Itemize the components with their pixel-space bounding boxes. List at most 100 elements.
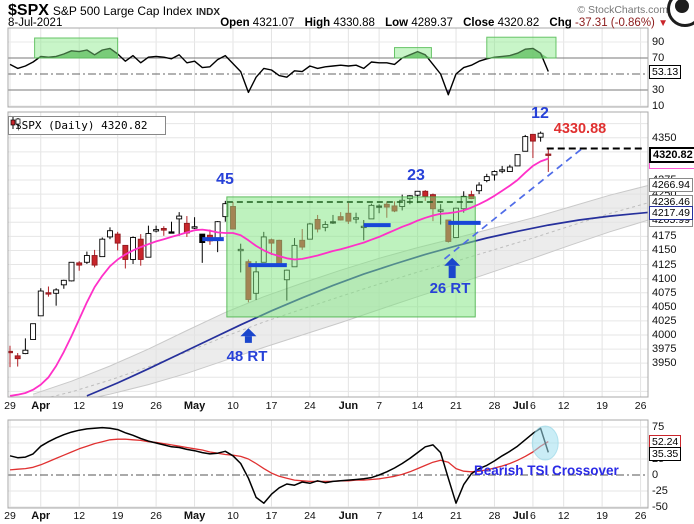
- axis-label: 10: [227, 510, 239, 522]
- header-row-1: $SPX S&P 500 Large Cap Index INDX © StockC…: [8, 2, 686, 20]
- up-arrow-icon: [240, 328, 257, 337]
- axis-label: -25: [652, 485, 668, 497]
- rsi-highlight-box: [394, 47, 432, 59]
- axis-label: Jun: [338, 510, 359, 522]
- open-label: Open: [220, 17, 250, 29]
- tsi-panel: [8, 420, 648, 508]
- axis-label: 4000: [652, 328, 677, 341]
- axis-label: 4125: [652, 258, 677, 271]
- channel-center-box: 4236.46: [649, 195, 693, 209]
- axis-label: 19: [111, 400, 124, 412]
- tsi-value-box: 35.35: [649, 447, 682, 461]
- axis-label: 7: [376, 510, 383, 522]
- open-value: 4321.07: [252, 17, 295, 29]
- axis-label: 3950: [652, 357, 677, 370]
- high-price-label: 4330.88: [553, 121, 607, 137]
- axis-label: 26: [150, 510, 162, 522]
- axis-label: 0: [652, 469, 659, 481]
- axis-label: 14: [411, 400, 424, 412]
- index-name: S&P 500 Large Cap Index: [52, 4, 193, 18]
- axis-label: 12: [73, 400, 86, 412]
- rsi-highlight-box: [34, 37, 119, 59]
- axis-label: -50: [652, 501, 668, 513]
- axis-label: Jul: [512, 510, 529, 522]
- axis-label: 7: [376, 400, 383, 412]
- axis-label: May: [183, 510, 206, 522]
- chg-label: Chg: [549, 17, 572, 29]
- crossover-highlight: [531, 425, 559, 461]
- axis-label: 21: [450, 510, 462, 522]
- symbol: $SPX: [8, 2, 49, 19]
- axis-label: 10: [652, 100, 665, 112]
- axis-label: 6: [529, 510, 536, 522]
- up-arrow-icon: [444, 257, 461, 266]
- axis-label: 12: [557, 400, 570, 412]
- axis-label: 4025: [652, 314, 677, 327]
- axis-label: Apr: [31, 400, 51, 412]
- axis-label: 14: [411, 510, 424, 522]
- ohlc-readout: Open 4321.07 High 4330.88 Low 4289.37 Cl…: [213, 17, 668, 29]
- axis-label: 17: [265, 400, 278, 412]
- tsi-crossover-note: Bearish TSI Crossover: [474, 463, 619, 478]
- axis-label: 4075: [652, 286, 677, 299]
- close-value: 4320.82: [497, 17, 540, 29]
- axis-label: 6: [529, 400, 536, 412]
- chart-date: 8-Jul-2021: [8, 17, 63, 29]
- main-panel: [8, 112, 648, 397]
- rt-26-label: 26 RT: [429, 280, 471, 297]
- chg-value: -37.31 (-0.86%): [574, 17, 655, 29]
- axis-label: Jun: [338, 400, 359, 412]
- axis-label: 28: [488, 510, 501, 522]
- rsi-value-box: 53.13: [649, 65, 682, 79]
- ema-20-line: [9, 157, 549, 397]
- axis-label: 24: [304, 510, 316, 522]
- rsi-panel: [8, 28, 648, 107]
- bar-count-12: 12: [531, 105, 549, 122]
- rt-48-label: 48 RT: [226, 348, 268, 365]
- axis-label: 29: [4, 510, 16, 522]
- bar-count-45: 45: [216, 171, 234, 188]
- axis-label: 26: [634, 510, 647, 522]
- axis-label: 17: [265, 510, 278, 522]
- axis-label: 30: [652, 84, 665, 96]
- axis-label: 19: [596, 400, 608, 412]
- stockcharts-logo: [667, 0, 694, 27]
- axis-label: 28: [488, 400, 501, 412]
- axis-label: 70: [652, 52, 665, 64]
- exchange: INDX: [196, 7, 221, 18]
- axis-label: 4100: [652, 272, 677, 285]
- axis-label: 19: [111, 510, 124, 522]
- last-price-box: 4320.82: [649, 147, 694, 163]
- tsi-signal-line: [9, 438, 549, 483]
- consolidation-box: [226, 196, 476, 318]
- rsi-line: [9, 47, 549, 96]
- axis-label: 26: [634, 400, 647, 412]
- axis-label: 3975: [652, 343, 677, 356]
- axis-label: 4175: [652, 230, 677, 243]
- main-chart-title: $SPX (Daily) 4320.82: [15, 119, 148, 132]
- down-triangle-icon: ▼: [658, 18, 668, 29]
- bar-count-23: 23: [407, 167, 425, 184]
- stockcharts-logo-mark: [675, 0, 689, 13]
- axis-label: 12: [73, 510, 86, 522]
- trendline: [443, 147, 584, 260]
- axis-label: 29: [4, 400, 16, 412]
- axis-label: 75: [652, 421, 665, 433]
- high-label: High: [304, 17, 331, 29]
- axis-label: 4150: [652, 244, 677, 257]
- axis-label: 26: [150, 400, 162, 412]
- tsi-line: [9, 426, 550, 504]
- low-label: Low: [385, 17, 409, 29]
- axis-label: 10: [227, 400, 239, 412]
- close-label: Close: [463, 17, 495, 29]
- ma-value-box: 4217.49: [649, 206, 693, 220]
- axis-label: 24: [304, 400, 316, 412]
- copyright: © StockCharts.com: [577, 4, 668, 16]
- axis-label: 4050: [652, 300, 677, 313]
- axis-label: 90: [652, 36, 665, 48]
- axis-label: 19: [596, 510, 608, 522]
- rsi-highlight-box: [486, 36, 557, 59]
- axis-label: Jul: [512, 400, 529, 412]
